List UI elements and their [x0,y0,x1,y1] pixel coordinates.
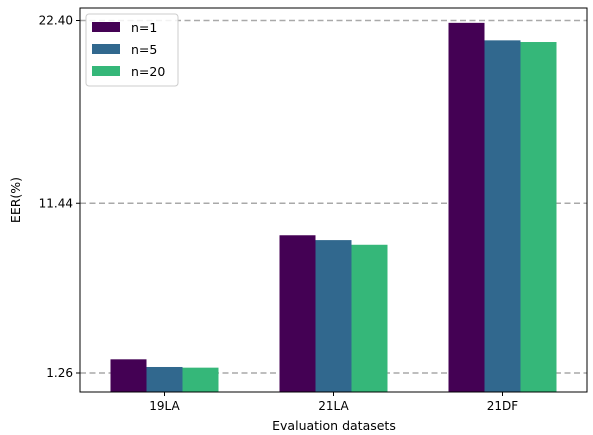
legend-swatch [92,22,120,32]
bar-n1-19la [110,359,147,392]
y-tick-label: 22.40 [39,14,73,28]
bar-n5-21df [484,40,521,392]
legend-entry: n=20 [131,64,165,79]
bar-n5-21la [315,240,352,392]
bar-n1-21df [448,22,485,392]
x-axis: 19LA 21LA 21DF [149,392,518,413]
bar-n1-21la [279,235,316,392]
bars [110,22,557,392]
legend-swatch [92,66,120,76]
x-tick-label: 19LA [149,399,180,413]
legend-entry: n=5 [131,42,157,57]
y-axis: 1.26 11.44 22.40 [39,14,80,380]
bar-n20-21la [351,244,388,392]
legend-entry: n=1 [131,20,157,35]
y-axis-label: EER(%) [8,177,23,223]
bar-n5-19la [146,366,183,392]
bar-n20-21df [520,42,557,392]
legend: n=1 n=5 n=20 [85,13,179,87]
x-axis-label: Evaluation datasets [272,418,396,433]
legend-swatch [92,44,120,54]
x-tick-label: 21DF [487,399,519,413]
y-tick-label: 11.44 [39,196,73,210]
bar-n20-19la [182,367,219,392]
y-tick-label: 1.26 [46,366,73,380]
x-tick-label: 21LA [318,399,349,413]
